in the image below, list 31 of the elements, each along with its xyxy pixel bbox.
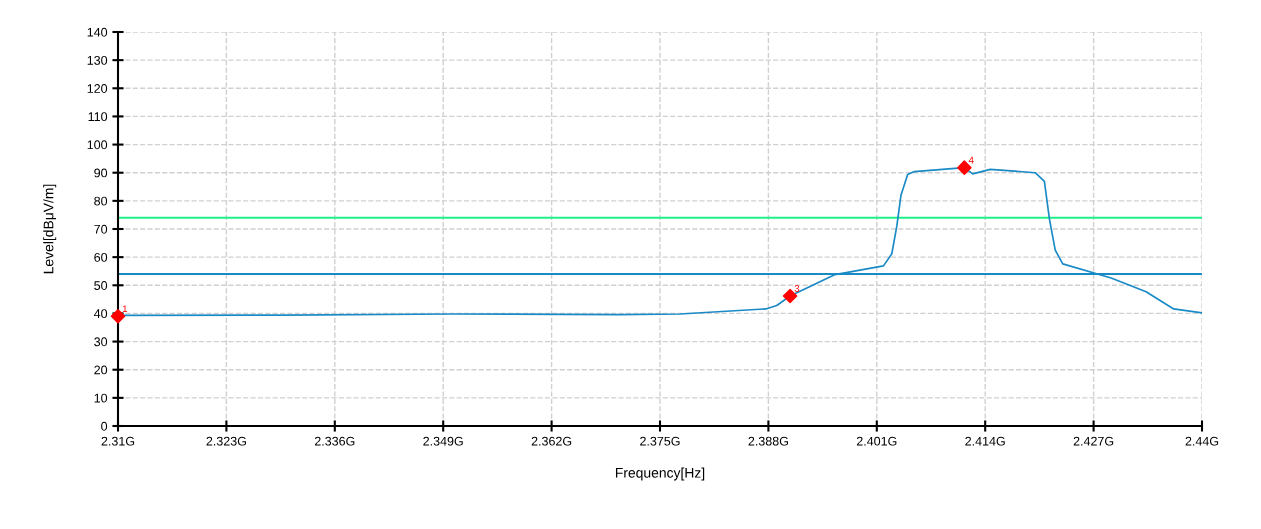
y-axis-title: Level[dBμV/m] bbox=[43, 184, 57, 274]
y-tick-label: 50 bbox=[94, 281, 108, 290]
x-tick-label: 2.336G bbox=[314, 436, 355, 446]
x-tick-label: 2.375G bbox=[640, 436, 680, 446]
y-tick-label: 60 bbox=[94, 252, 108, 262]
x-tick-label: 2.388G bbox=[748, 436, 788, 446]
y-tick-label: 40 bbox=[93, 309, 108, 319]
x-tick-label: 2.349G bbox=[423, 436, 463, 446]
annotation: 1 bbox=[122, 305, 128, 313]
x-tick-label: 2.31G bbox=[101, 436, 135, 446]
x-axis-title: Frequency[Hz] bbox=[615, 467, 705, 481]
x-tick-label: 2.362G bbox=[531, 436, 572, 446]
y-tick-label: 120 bbox=[87, 84, 108, 93]
annotation: 4 bbox=[968, 156, 974, 164]
y-tick-label: 10 bbox=[94, 393, 108, 403]
x-tick-label: 2.44G bbox=[1185, 436, 1219, 446]
y-tick-label: 20 bbox=[94, 365, 108, 375]
y-tick-label: 110 bbox=[88, 112, 108, 122]
y-tick-label: 100 bbox=[87, 140, 108, 150]
y-tick-label: 130 bbox=[87, 55, 108, 65]
y-tick-label: 30 bbox=[94, 337, 108, 347]
y-tick-label: 80 bbox=[94, 196, 108, 206]
x-tick-label: 2.414G bbox=[965, 436, 1005, 446]
y-tick-label: 90 bbox=[94, 168, 108, 178]
x-tick-label: 2.401G bbox=[856, 436, 897, 446]
y-tick-label: 70 bbox=[94, 224, 108, 234]
x-tick-label: 2.427G bbox=[1073, 436, 1114, 446]
annotation: 3 bbox=[794, 285, 800, 292]
y-tick-label: 0 bbox=[101, 421, 108, 431]
y-tick-label: 140 bbox=[87, 27, 108, 37]
x-tick-label: 2.323G bbox=[206, 436, 246, 446]
